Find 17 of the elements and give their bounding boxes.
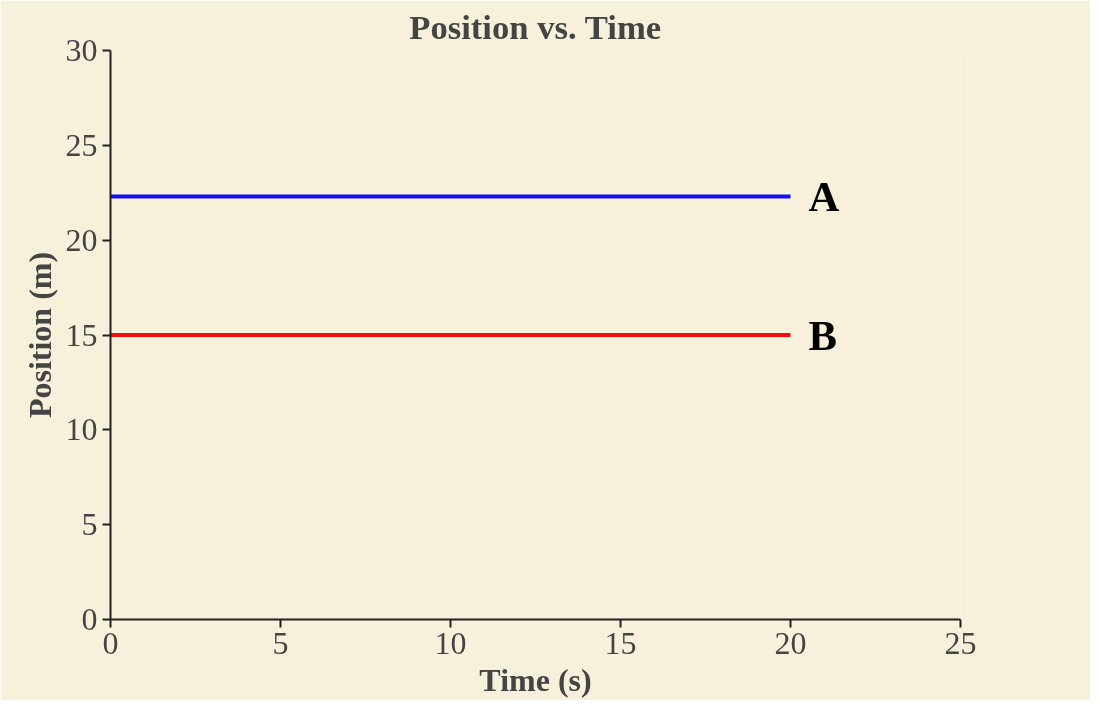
series-label: A: [808, 173, 840, 221]
chart-title: Position vs. Time: [409, 7, 662, 46]
series-label: B: [808, 311, 837, 359]
x-tick-label: 5: [272, 624, 289, 661]
y-tick-label: 15: [65, 316, 98, 353]
y-tick-label: 30: [65, 32, 98, 68]
y-tick-label: 5: [81, 506, 98, 543]
x-tick-label: 10: [434, 624, 467, 661]
y-tick-label: 0: [81, 601, 98, 637]
y-tick-label: 10: [65, 411, 98, 448]
x-tick-label: 20: [774, 624, 807, 661]
y-axis-title: Position (m): [21, 251, 58, 419]
x-axis-title: Time (s): [479, 661, 592, 698]
y-tick-label: 20: [65, 221, 98, 258]
x-tick-label: 25: [944, 624, 977, 661]
x-tick-label: 15: [604, 624, 637, 661]
y-tick-label: 25: [65, 126, 98, 163]
